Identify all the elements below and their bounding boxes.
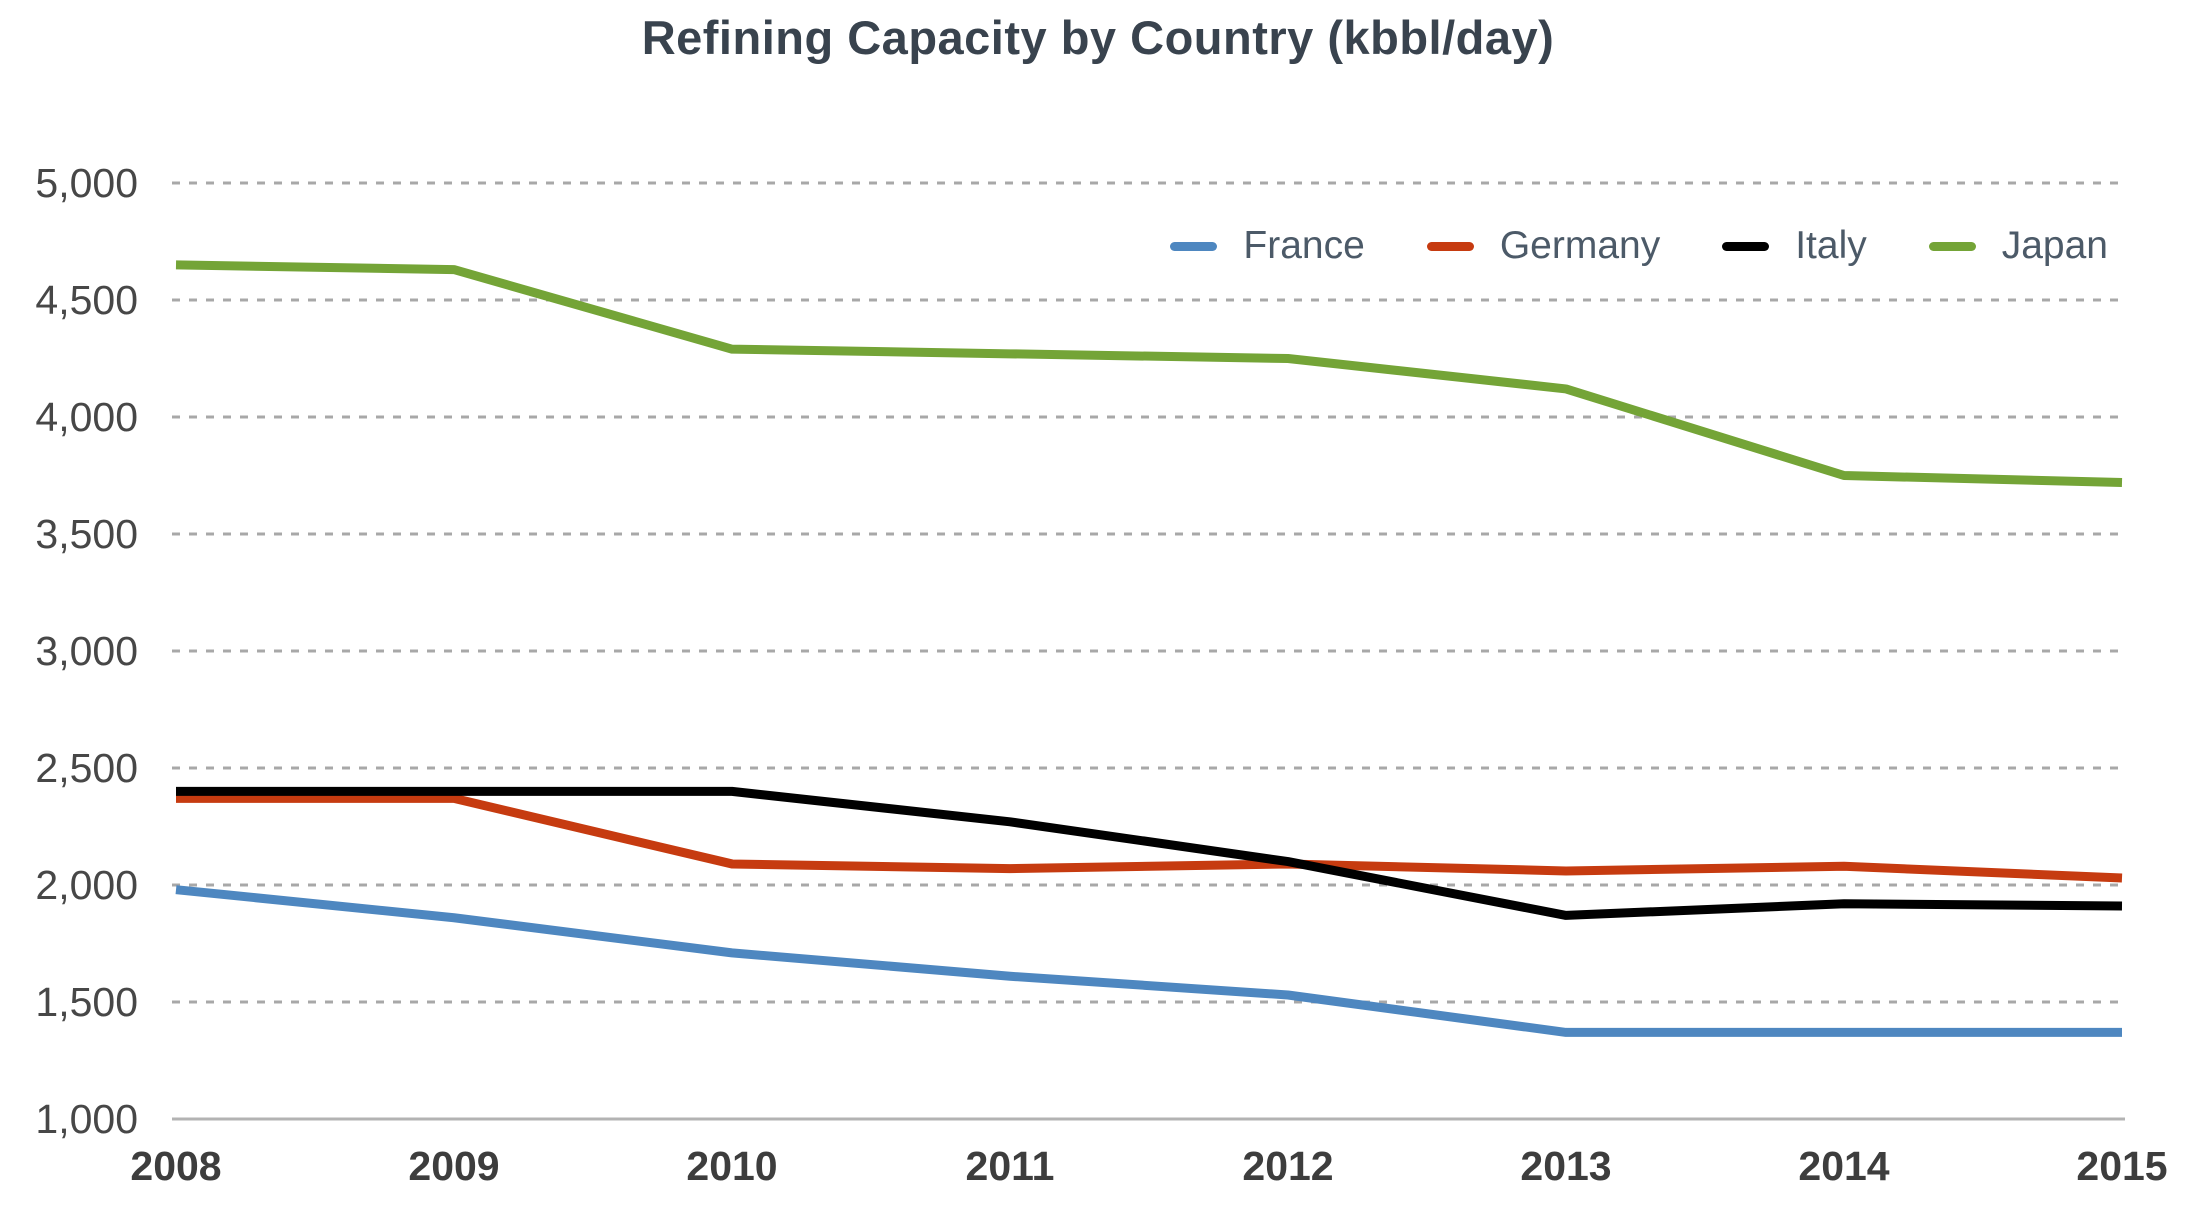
y-axis-tick: 3,500 xyxy=(35,511,138,557)
legend-label: Italy xyxy=(1795,224,1867,267)
y-axis-tick: 5,000 xyxy=(35,160,138,206)
y-axis-tick: 4,000 xyxy=(35,394,138,440)
x-axis-tick: 2015 xyxy=(2076,1143,2167,1189)
chart-title: Refining Capacity by Country (kbbl/day) xyxy=(641,11,1555,64)
legend-swatch-germany xyxy=(1426,241,1474,251)
x-axis-tick: 2008 xyxy=(130,1143,221,1189)
series-line-france xyxy=(175,885,2122,1037)
y-axis-tick: 4,500 xyxy=(35,277,138,323)
y-axis-tick: 2,000 xyxy=(35,862,138,908)
legend-item-france[interactable]: France xyxy=(1170,224,1365,268)
x-axis-tick: 2009 xyxy=(408,1143,499,1189)
legend-swatch-france xyxy=(1170,241,1218,251)
x-axis-tick: 2010 xyxy=(686,1143,777,1189)
x-axis-tick: 2011 xyxy=(966,1143,1055,1189)
legend-item-japan[interactable]: Japan xyxy=(1928,224,2108,268)
series-line-germany xyxy=(176,793,2123,883)
series-line-italy xyxy=(176,786,2123,920)
legend-swatch-japan xyxy=(1928,241,1976,251)
series-line-japan xyxy=(175,260,2123,488)
legend-swatch-italy xyxy=(1722,241,1770,251)
legend-item-germany[interactable]: Germany xyxy=(1426,224,1661,268)
y-axis-tick: 1,500 xyxy=(35,979,138,1025)
chart-legend: France Germany Italy Japan xyxy=(1170,224,2108,268)
legend-label: France xyxy=(1243,224,1365,267)
x-axis-tick: 2012 xyxy=(1242,1143,1333,1189)
x-axis-tick: 2013 xyxy=(1520,1143,1611,1189)
y-axis-tick: 2,500 xyxy=(35,745,138,791)
legend-label: Germany xyxy=(1499,224,1661,267)
y-axis-tick: 3,000 xyxy=(35,628,138,674)
x-axis-tick: 2014 xyxy=(1798,1143,1889,1189)
legend-item-italy[interactable]: Italy xyxy=(1722,224,1867,268)
legend-label: Japan xyxy=(2001,224,2108,267)
y-axis-tick: 1,000 xyxy=(35,1096,138,1142)
